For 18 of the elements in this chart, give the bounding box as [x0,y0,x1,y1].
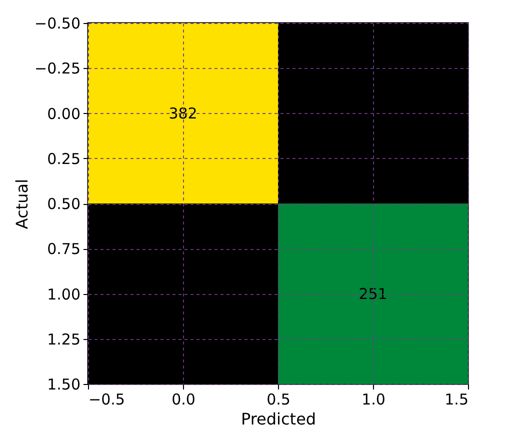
data-label: 251 [358,284,388,303]
y-axis-title: Actual [12,178,32,230]
y-tick-label: −0.50 [34,14,80,32]
y-tick-label: 1.50 [47,376,80,394]
y-tick-label: 1.00 [47,285,80,304]
x-axis-title: Predicted [240,410,316,428]
x-tick-label: 1.5 [444,390,468,408]
x-tick-label: 0.5 [266,390,290,408]
y-tick-label: 0.50 [47,195,80,213]
data-label: 382 [168,104,198,122]
y-tick-label: 0.00 [47,104,80,123]
y-tick-label: 0.75 [47,240,80,258]
x-tick-label: 1.0 [362,390,386,408]
y-tick-label: 0.25 [47,150,80,168]
x-tick-label: 0.0 [172,390,196,408]
y-tick-label: 1.25 [47,330,80,348]
x-tick-label: −0.5 [88,390,125,408]
y-tick-label: −0.25 [34,60,80,78]
